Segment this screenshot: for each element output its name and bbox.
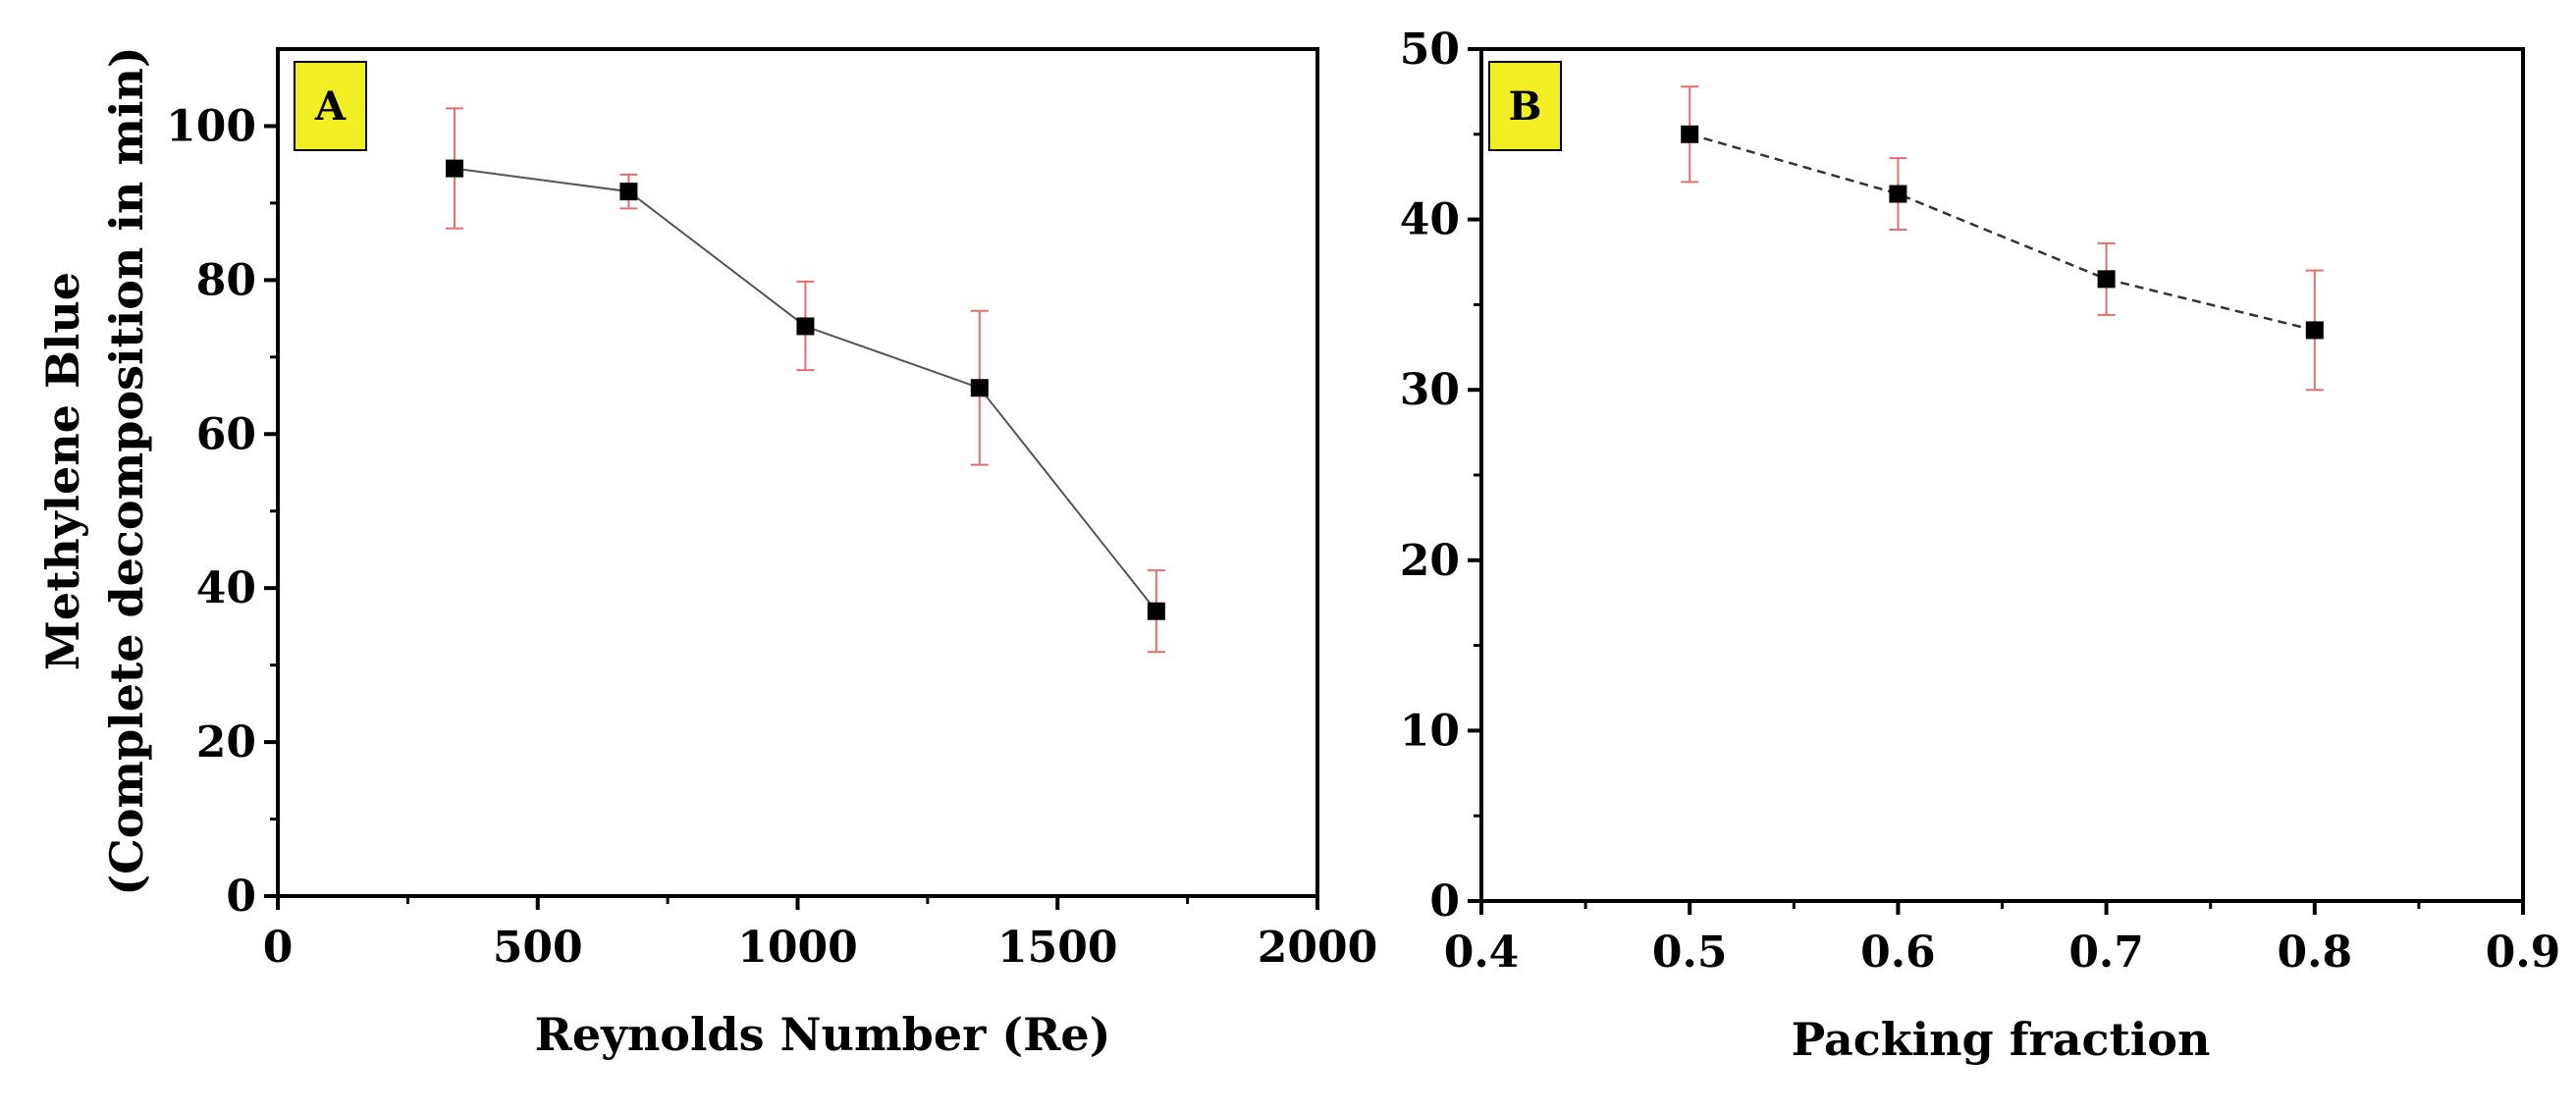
plot-frame [1479, 47, 2525, 903]
data-point [2305, 321, 2324, 340]
x-tick-label: 1500 [997, 923, 1117, 973]
x-tick-label: 2000 [1258, 923, 1377, 973]
data-point [1681, 125, 1699, 143]
y-tick-label: 100 [166, 101, 256, 151]
y-tick-label: 50 [1400, 25, 1460, 75]
x-tick-label: 0.7 [2068, 928, 2144, 978]
data-point [970, 379, 989, 398]
y-tick-label: 40 [1400, 195, 1460, 245]
data-point [619, 183, 638, 201]
x-tick-label: 500 [493, 923, 583, 973]
y-tick-label: 10 [1400, 706, 1460, 756]
y-tick-label: 30 [1400, 365, 1460, 415]
x-tick-label: 1000 [737, 923, 857, 973]
chart-panel-a: 0 500 1000 1500 2000 0 20 40 60 80 100 Reynolds Num… [36, 46, 1377, 1061]
y-tick-label: 0 [226, 872, 256, 922]
y-tick-label: 20 [196, 717, 256, 768]
x-tick-label: 0.4 [1444, 928, 1520, 978]
series-line [454, 167, 1157, 612]
x-tick-label: 0.6 [1860, 928, 1936, 978]
x-tick-label: 0.8 [2278, 928, 2353, 978]
data-point [446, 159, 464, 178]
y-tick-label: 20 [1400, 536, 1460, 586]
panel-label: B [1509, 83, 1542, 130]
panel-label-box [294, 61, 367, 151]
y-tick-label: 60 [196, 409, 256, 459]
x-axis-label: Reynolds Number (Re) [535, 1008, 1111, 1061]
y-tick-label: 40 [196, 563, 256, 613]
y-axis-label-line-1: Methylene Blue [36, 272, 89, 670]
data-point [1889, 185, 1907, 203]
y-tick-label: 0 [1429, 876, 1460, 927]
x-axis-label: Packing fraction [1792, 1013, 2211, 1066]
x-tick-label: 0 [263, 923, 294, 973]
y-tick-label: 80 [196, 255, 256, 305]
series-line [1689, 132, 2316, 332]
y-axis-label-line-2: (Complete decomposition in min) [100, 46, 153, 895]
x-tick-label: 0.9 [2486, 928, 2561, 978]
panel-label-box [1488, 61, 1562, 151]
data-point [2097, 270, 2116, 289]
data-point [796, 317, 815, 336]
x-tick-label: 0.5 [1652, 928, 1728, 978]
panel-label: A [314, 83, 347, 130]
data-point [1147, 602, 1165, 620]
chart-panel-b: 0.4 0.5 0.6 0.7 0.8 0.9 0 10 20 30 40 50 Packing fra… [1400, 25, 2561, 1066]
plot-frame [276, 47, 1319, 898]
